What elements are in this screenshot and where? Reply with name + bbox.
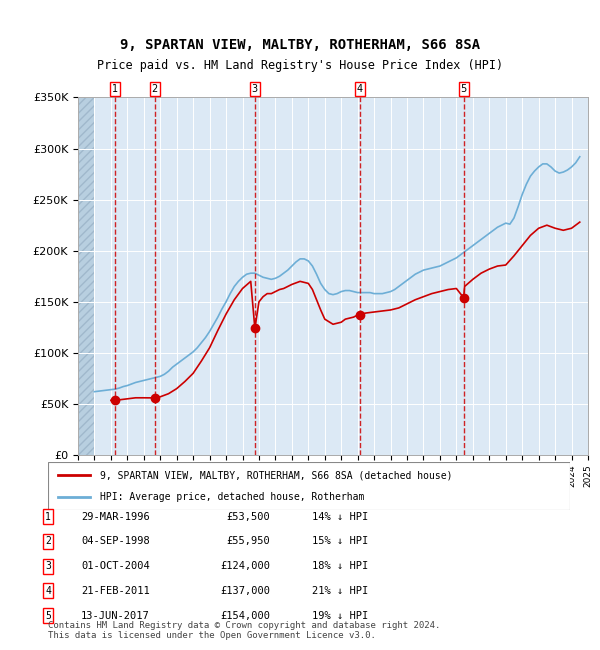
Text: 01-OCT-2004: 01-OCT-2004 — [81, 561, 150, 571]
Text: 13-JUN-2017: 13-JUN-2017 — [81, 610, 150, 621]
Text: HPI: Average price, detached house, Rotherham: HPI: Average price, detached house, Roth… — [100, 491, 365, 502]
Text: 21-FEB-2011: 21-FEB-2011 — [81, 586, 150, 596]
Text: £53,500: £53,500 — [226, 512, 270, 522]
Text: 9, SPARTAN VIEW, MALTBY, ROTHERHAM, S66 8SA: 9, SPARTAN VIEW, MALTBY, ROTHERHAM, S66 … — [120, 38, 480, 52]
Text: 1: 1 — [45, 512, 51, 522]
Bar — [78, 98, 94, 455]
Text: 2: 2 — [45, 536, 51, 547]
Text: 3: 3 — [252, 84, 258, 94]
Text: £154,000: £154,000 — [220, 610, 270, 621]
Text: £137,000: £137,000 — [220, 586, 270, 596]
FancyBboxPatch shape — [48, 462, 570, 510]
Text: 04-SEP-1998: 04-SEP-1998 — [81, 536, 150, 547]
Text: 14% ↓ HPI: 14% ↓ HPI — [312, 512, 368, 522]
Text: 5: 5 — [45, 610, 51, 621]
Text: 21% ↓ HPI: 21% ↓ HPI — [312, 586, 368, 596]
Text: Price paid vs. HM Land Registry's House Price Index (HPI): Price paid vs. HM Land Registry's House … — [97, 58, 503, 72]
Text: 4: 4 — [45, 586, 51, 596]
Text: 15% ↓ HPI: 15% ↓ HPI — [312, 536, 368, 547]
Text: 4: 4 — [357, 84, 363, 94]
Text: 29-MAR-1996: 29-MAR-1996 — [81, 512, 150, 522]
Text: Contains HM Land Registry data © Crown copyright and database right 2024.
This d: Contains HM Land Registry data © Crown c… — [48, 621, 440, 640]
Text: 2: 2 — [152, 84, 158, 94]
Text: 19% ↓ HPI: 19% ↓ HPI — [312, 610, 368, 621]
Text: 3: 3 — [45, 561, 51, 571]
Text: 9, SPARTAN VIEW, MALTBY, ROTHERHAM, S66 8SA (detached house): 9, SPARTAN VIEW, MALTBY, ROTHERHAM, S66 … — [100, 470, 453, 480]
Text: 5: 5 — [461, 84, 467, 94]
Text: £124,000: £124,000 — [220, 561, 270, 571]
Text: 18% ↓ HPI: 18% ↓ HPI — [312, 561, 368, 571]
Text: 1: 1 — [112, 84, 118, 94]
Text: £55,950: £55,950 — [226, 536, 270, 547]
